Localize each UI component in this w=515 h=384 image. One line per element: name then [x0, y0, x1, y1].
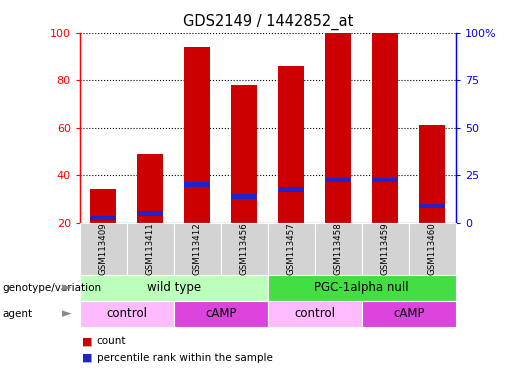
Bar: [138, 211, 163, 215]
Text: GSM113460: GSM113460: [428, 222, 437, 275]
Bar: [419, 204, 445, 209]
Bar: [184, 182, 210, 187]
Bar: [325, 33, 351, 223]
Text: percentile rank within the sample: percentile rank within the sample: [97, 353, 273, 362]
Text: genotype/variation: genotype/variation: [3, 283, 101, 293]
Bar: [372, 177, 398, 182]
Text: GSM113409: GSM113409: [99, 222, 108, 275]
Text: ►: ►: [62, 281, 72, 294]
Bar: [372, 33, 398, 223]
Text: PGC-1alpha null: PGC-1alpha null: [315, 281, 409, 294]
Bar: [91, 215, 116, 220]
Bar: [184, 47, 210, 223]
Bar: [419, 125, 445, 223]
Text: GSM113458: GSM113458: [334, 222, 343, 275]
Text: wild type: wild type: [147, 281, 201, 294]
Text: ■: ■: [82, 336, 93, 346]
Bar: [91, 189, 116, 223]
Text: cAMP: cAMP: [205, 307, 236, 320]
Bar: [279, 187, 304, 192]
Bar: [138, 154, 163, 223]
Text: GSM113457: GSM113457: [287, 222, 296, 275]
Text: agent: agent: [3, 309, 32, 319]
Text: cAMP: cAMP: [393, 307, 424, 320]
Text: ■: ■: [82, 353, 93, 362]
Text: count: count: [97, 336, 126, 346]
Bar: [325, 177, 351, 182]
Text: GSM113411: GSM113411: [146, 222, 155, 275]
Text: control: control: [294, 307, 335, 320]
Bar: [279, 66, 304, 223]
Text: ►: ►: [62, 307, 72, 320]
Bar: [231, 85, 257, 223]
Text: GSM113412: GSM113412: [193, 222, 202, 275]
Text: GSM113459: GSM113459: [381, 222, 390, 275]
Text: control: control: [106, 307, 147, 320]
Title: GDS2149 / 1442852_at: GDS2149 / 1442852_at: [183, 14, 353, 30]
Text: GSM113456: GSM113456: [240, 222, 249, 275]
Bar: [231, 194, 257, 199]
